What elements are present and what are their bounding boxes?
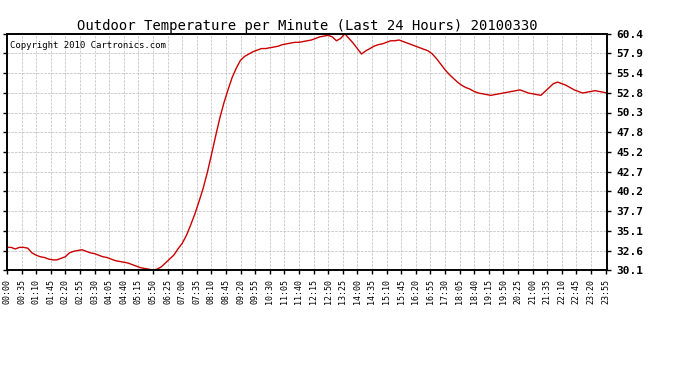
Text: Copyright 2010 Cartronics.com: Copyright 2010 Cartronics.com xyxy=(10,41,166,50)
Title: Outdoor Temperature per Minute (Last 24 Hours) 20100330: Outdoor Temperature per Minute (Last 24 … xyxy=(77,19,538,33)
